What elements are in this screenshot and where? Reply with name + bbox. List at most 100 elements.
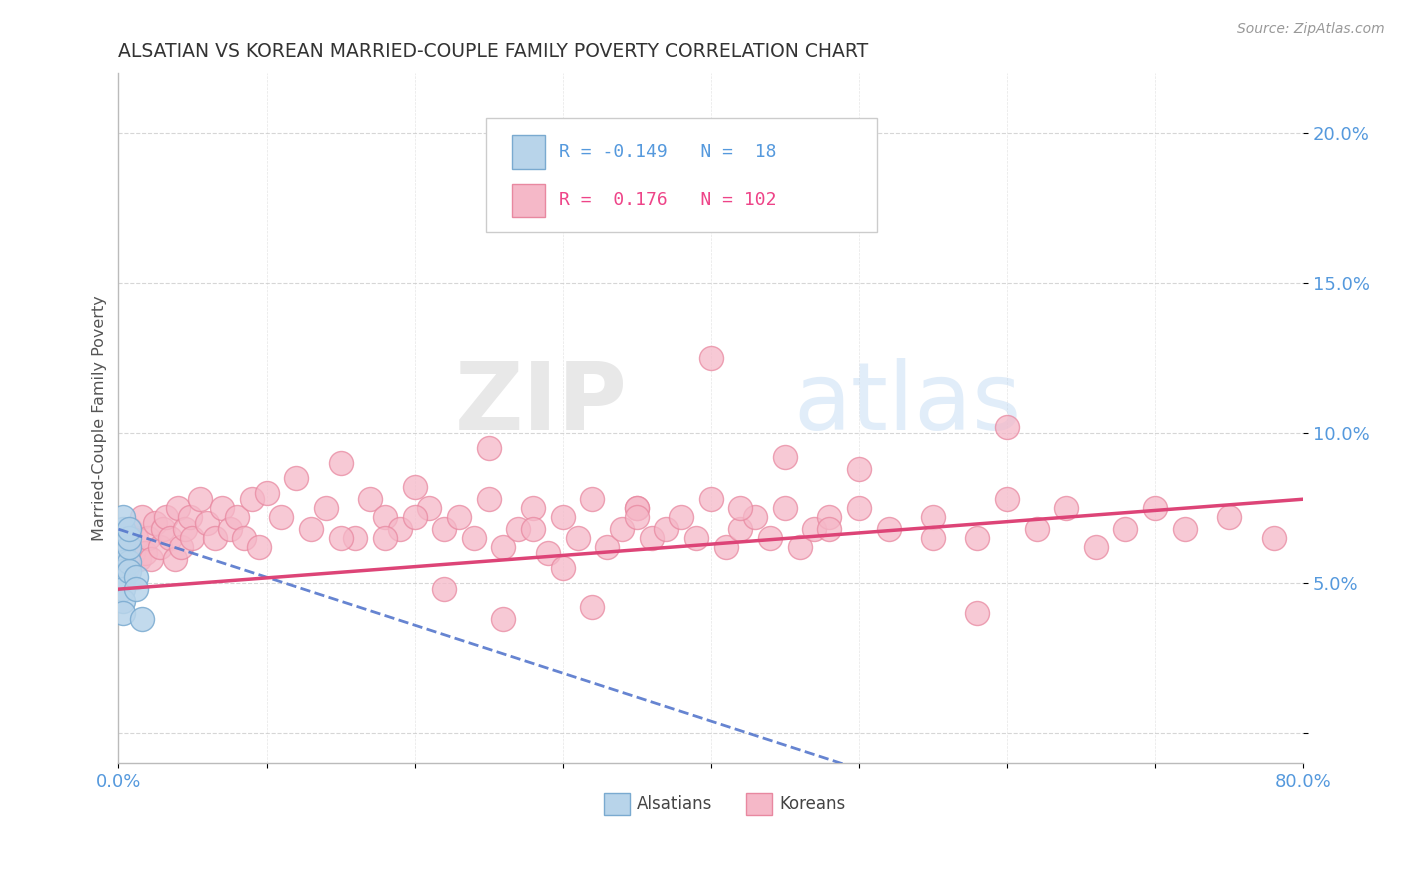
- Point: [211, 501, 233, 516]
- Point: [111, 510, 134, 524]
- Point: [247, 540, 270, 554]
- Text: Koreans: Koreans: [779, 795, 846, 813]
- Point: [233, 531, 256, 545]
- Point: [404, 480, 426, 494]
- Point: [111, 606, 134, 620]
- Point: [285, 471, 308, 485]
- Point: [730, 522, 752, 536]
- Point: [626, 501, 648, 516]
- Point: [922, 510, 945, 524]
- Point: [149, 540, 172, 554]
- Point: [551, 510, 574, 524]
- Point: [1218, 510, 1240, 524]
- Point: [551, 561, 574, 575]
- Point: [818, 522, 841, 536]
- Point: [508, 522, 530, 536]
- Point: [218, 522, 240, 536]
- Point: [122, 546, 145, 560]
- Point: [640, 531, 662, 545]
- Point: [492, 612, 515, 626]
- Point: [163, 552, 186, 566]
- Point: [118, 555, 141, 569]
- Point: [329, 456, 352, 470]
- Point: [773, 501, 796, 516]
- Point: [139, 552, 162, 566]
- Point: [174, 522, 197, 536]
- Point: [789, 540, 811, 554]
- Point: [700, 492, 723, 507]
- Point: [685, 531, 707, 545]
- Point: [145, 516, 167, 531]
- FancyBboxPatch shape: [485, 119, 877, 232]
- Point: [848, 462, 870, 476]
- Point: [995, 420, 1018, 434]
- Point: [152, 522, 174, 536]
- Point: [492, 540, 515, 554]
- Point: [744, 510, 766, 524]
- Point: [522, 501, 544, 516]
- Point: [581, 492, 603, 507]
- Point: [136, 531, 159, 545]
- Point: [169, 540, 191, 554]
- Point: [270, 510, 292, 524]
- Point: [1144, 501, 1167, 516]
- Point: [118, 531, 141, 545]
- Point: [567, 531, 589, 545]
- Point: [166, 501, 188, 516]
- Point: [131, 510, 153, 524]
- Point: [374, 531, 396, 545]
- Point: [1114, 522, 1136, 536]
- FancyBboxPatch shape: [512, 136, 546, 169]
- Point: [596, 540, 619, 554]
- Point: [120, 522, 142, 536]
- Point: [195, 516, 218, 531]
- Point: [581, 600, 603, 615]
- Text: Source: ZipAtlas.com: Source: ZipAtlas.com: [1237, 22, 1385, 37]
- Point: [125, 531, 148, 545]
- Point: [118, 522, 141, 536]
- Bar: [747, 793, 772, 814]
- Y-axis label: Married-Couple Family Poverty: Married-Couple Family Poverty: [93, 295, 107, 541]
- Point: [179, 510, 201, 524]
- Point: [463, 531, 485, 545]
- Point: [1025, 522, 1047, 536]
- Point: [134, 546, 156, 560]
- Point: [188, 492, 211, 507]
- Point: [111, 594, 134, 608]
- Point: [111, 564, 134, 578]
- Point: [848, 501, 870, 516]
- Point: [226, 510, 249, 524]
- Point: [922, 531, 945, 545]
- Bar: [605, 793, 630, 814]
- Point: [537, 546, 560, 560]
- Point: [655, 522, 678, 536]
- Point: [111, 537, 134, 551]
- Point: [447, 510, 470, 524]
- Point: [478, 492, 501, 507]
- Point: [159, 531, 181, 545]
- Point: [118, 540, 141, 554]
- Point: [966, 606, 988, 620]
- Point: [112, 540, 135, 554]
- Point: [118, 564, 141, 578]
- Text: Alsatians: Alsatians: [637, 795, 713, 813]
- Point: [626, 501, 648, 516]
- Point: [299, 522, 322, 536]
- Point: [433, 522, 456, 536]
- Point: [759, 531, 782, 545]
- Point: [522, 522, 544, 536]
- Point: [1174, 522, 1197, 536]
- Point: [131, 612, 153, 626]
- Point: [256, 486, 278, 500]
- Point: [1084, 540, 1107, 554]
- Point: [111, 555, 134, 569]
- Point: [117, 561, 139, 575]
- Point: [240, 492, 263, 507]
- Point: [128, 552, 150, 566]
- Point: [877, 522, 900, 536]
- Point: [359, 492, 381, 507]
- Point: [803, 522, 825, 536]
- Point: [125, 582, 148, 596]
- Point: [111, 546, 134, 560]
- Point: [730, 501, 752, 516]
